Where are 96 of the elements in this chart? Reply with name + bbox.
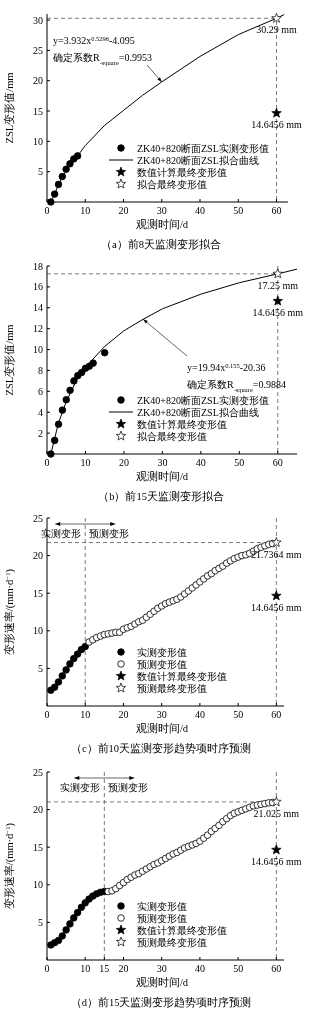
y-tick-label: 5: [38, 662, 43, 674]
x-tick-label: 50: [233, 709, 244, 720]
y-tick-label: 15: [33, 105, 43, 117]
data-label: 30.29 mm: [256, 24, 298, 36]
legend-label: 数值计算最终变形值: [137, 925, 227, 936]
y-tick-label: 15: [33, 841, 43, 853]
legend-label: ZK40+820断面ZSL拟合曲线: [137, 407, 259, 418]
legend-label: 实测变形值: [137, 901, 187, 912]
y-tick-label: 18: [33, 260, 43, 272]
y-tick-label: 20: [33, 75, 43, 87]
legend-label: ZK40+820断面ZSL实测变形值: [137, 395, 269, 406]
x-tick-label: 50: [234, 457, 245, 468]
data-label: 14.6456 mm: [251, 119, 303, 131]
y-axis-title: ZSL变形值/mm: [3, 324, 15, 396]
text: （d）前15天监测变形趋势项时序预测: [70, 996, 252, 1008]
y-tick-label: 6: [38, 385, 43, 397]
x-tick-label: 30: [157, 457, 168, 468]
x-tick-label: 0: [44, 709, 50, 720]
y-tick-label: 20: [33, 550, 43, 562]
x-tick-label: 20: [118, 963, 129, 974]
annotation: y=3.932x$^{0.5296}$-4.095: [53, 34, 135, 46]
y-tick-label: 5: [38, 166, 43, 178]
x-tick-label: 30: [156, 963, 167, 974]
annotation: 确定系数R$_{-square}$=0.9953: [52, 52, 152, 66]
x-tick-label: 10: [80, 457, 91, 468]
x-axis-title: 观测时间/d: [135, 976, 189, 988]
x-axis-title: 观测时间/d: [135, 470, 189, 482]
legend-label: 数值计算最终变形值: [137, 167, 227, 178]
x-tick-label: 60: [271, 963, 282, 974]
annotation: 实测变形: [60, 782, 101, 793]
annotation: y=19.94x$^{0.155}$-20.36: [187, 361, 266, 373]
x-tick-label: 30: [156, 709, 167, 720]
x-tick-label: 15: [99, 963, 110, 974]
legend-label: 拟合最终变形值: [137, 179, 207, 190]
x-tick-label: 40: [195, 457, 206, 468]
x-tick-label: 20: [118, 709, 129, 720]
annotation: 实测变形: [41, 528, 82, 539]
y-tick-label: 8: [38, 364, 43, 376]
y-tick-label: 4: [38, 406, 43, 418]
x-tick-label: 60: [271, 709, 282, 720]
legend-label: ZK40+820断面ZSL拟合曲线: [137, 155, 259, 166]
x-tick-label: 0: [44, 457, 50, 468]
x-tick-label: 0: [44, 963, 50, 974]
legend-label: ZK40+820断面ZSL实测变形值: [137, 143, 269, 154]
x-tick-label: 20: [118, 457, 129, 468]
legend-label: 预测变形值: [137, 913, 187, 924]
y-tick-label: 25: [33, 44, 43, 56]
x-tick-label: 60: [271, 205, 282, 216]
x-tick-label: 40: [195, 205, 206, 216]
annotation: 预测变形: [89, 528, 130, 539]
data-label: 14.6456 mm: [252, 307, 304, 319]
x-tick-label: 40: [194, 709, 205, 720]
x-tick-label: 50: [233, 205, 244, 216]
y-tick-label: 5: [38, 916, 43, 928]
y-tick-label: 12: [33, 323, 43, 335]
y-tick-label: 14: [33, 302, 43, 314]
x-tick-label: 0: [44, 205, 50, 216]
y-tick-label: 25: [33, 766, 43, 778]
data-label: 21.025 mm: [253, 807, 300, 819]
x-tick-label: 10: [80, 709, 91, 720]
x-axis-title: 观测时间/d: [135, 722, 189, 734]
data-label: 14.6456 mm: [251, 601, 302, 613]
x-tick-label: 60: [272, 457, 283, 468]
legend-label: 预测最终变形值: [137, 937, 207, 948]
data-label: 14.6456 mm: [251, 855, 302, 867]
legend-label: 数值计算最终变形值: [137, 671, 227, 682]
x-tick-label: 30: [156, 205, 167, 216]
y-tick-label: 25: [33, 512, 43, 524]
legend-label: 数值计算最终变形值: [137, 419, 227, 430]
text: （c）前10天监测变形趋势项时序预测: [70, 742, 252, 754]
x-tick-label: 20: [118, 205, 129, 216]
data-label: 17.25 mm: [257, 279, 299, 291]
annotation: 预测变形: [108, 782, 149, 793]
y-tick-label: 20: [33, 804, 43, 816]
x-tick-label: 10: [80, 205, 91, 216]
text: （a）前8天监测变形拟合: [101, 238, 221, 250]
y-tick-label: 30: [33, 14, 43, 26]
y-tick-label: 15: [33, 587, 43, 599]
data-label: 21.7364 mm: [251, 548, 302, 560]
legend-label: 预测变形值: [137, 659, 187, 670]
y-tick-label: 10: [33, 344, 43, 356]
y-tick-label: 10: [33, 135, 43, 147]
annotation: 确定系数R$_{-square}$=0.9884: [186, 379, 286, 393]
x-tick-label: 40: [194, 963, 205, 974]
x-axis-title: 观测时间/d: [135, 218, 189, 230]
y-tick-label: 2: [38, 427, 43, 439]
text: （b）前15天监测变形拟合: [98, 490, 224, 502]
y-tick-label: 10: [33, 879, 43, 891]
legend-label: 拟合最终变形值: [137, 431, 207, 442]
legend-label: 实测变形值: [137, 647, 187, 658]
y-axis-title: ZSL变形值/mm: [3, 72, 15, 144]
x-tick-label: 10: [80, 963, 91, 974]
y-tick-label: 16: [33, 281, 43, 293]
x-tick-label: 50: [233, 963, 244, 974]
legend-label: 预测最终变形值: [137, 683, 207, 694]
y-tick-label: 10: [33, 625, 43, 637]
